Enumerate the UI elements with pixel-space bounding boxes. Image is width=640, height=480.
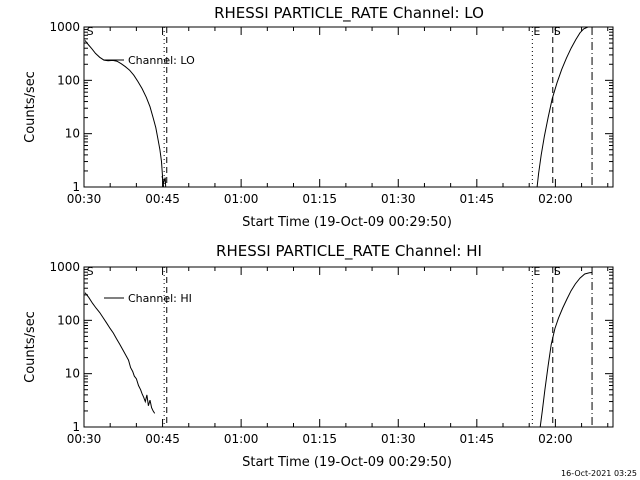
series-line-lo-0-1 bbox=[161, 175, 167, 188]
y-tick-label-lo: 10 bbox=[65, 127, 80, 141]
x-tick-label-lo: 01:45 bbox=[460, 192, 495, 206]
panel-hi: RHESSI PARTICLE_RATE Channel: HI Start T… bbox=[23, 242, 614, 470]
legend-label-hi: Channel: HI bbox=[128, 292, 192, 305]
panel-lo: RHESSI PARTICLE_RATE Channel: LO Start T… bbox=[23, 4, 614, 230]
y-tick-label-hi: 1000 bbox=[49, 260, 80, 274]
y-tick-label-lo: 1000 bbox=[49, 20, 80, 34]
marker-label-hi: S bbox=[554, 265, 561, 278]
y-axis-label-lo: Counts/sec bbox=[23, 71, 38, 143]
marker-label-hi: S bbox=[87, 265, 94, 278]
x-tick-label-lo: 01:30 bbox=[381, 192, 416, 206]
y-tick-label-hi: 1 bbox=[72, 420, 80, 434]
series-line-hi-1-0 bbox=[539, 272, 593, 428]
legend-label-lo: Channel: LO bbox=[128, 54, 195, 67]
chart-title-lo: RHESSI PARTICLE_RATE Channel: LO bbox=[214, 4, 484, 23]
x-tick-label-hi: 01:30 bbox=[381, 432, 416, 446]
x-tick-label-lo: 01:15 bbox=[302, 192, 337, 206]
x-tick-label-hi: 02:00 bbox=[538, 432, 573, 446]
legend-lo: Channel: LO bbox=[104, 54, 195, 67]
y-tick-label-hi: 10 bbox=[65, 367, 80, 381]
plot-frame-hi bbox=[83, 266, 614, 428]
timestamp: 16-Oct-2021 03:25 bbox=[561, 469, 637, 478]
chart-title-hi: RHESSI PARTICLE_RATE Channel: HI bbox=[216, 242, 482, 261]
series-line-lo-0-0 bbox=[84, 40, 165, 188]
x-tick-label-hi: 01:45 bbox=[460, 432, 495, 446]
x-tick-label-lo: 00:30 bbox=[67, 192, 102, 206]
y-tick-label-lo: 100 bbox=[57, 73, 80, 87]
x-axis-label-hi: Start Time (19-Oct-09 00:29:50) bbox=[242, 455, 452, 470]
x-tick-label-lo: 02:00 bbox=[538, 192, 573, 206]
marker-label-lo: S bbox=[87, 25, 94, 38]
series-line-lo-0-2 bbox=[536, 26, 592, 188]
series-line-hi-0-0 bbox=[84, 292, 156, 414]
x-tick-label-hi: 01:15 bbox=[302, 432, 337, 446]
y-tick-label-hi: 100 bbox=[57, 313, 80, 327]
x-tick-label-lo: 01:00 bbox=[224, 192, 259, 206]
legend-hi: Channel: HI bbox=[104, 292, 192, 305]
marker-label-lo: S bbox=[554, 25, 561, 38]
x-tick-label-hi: 00:30 bbox=[67, 432, 102, 446]
x-tick-label-hi: 01:00 bbox=[224, 432, 259, 446]
x-tick-label-lo: 00:45 bbox=[145, 192, 180, 206]
x-axis-label-lo: Start Time (19-Oct-09 00:29:50) bbox=[242, 215, 452, 230]
plot-frame-lo bbox=[83, 26, 614, 188]
marker-label-hi: E bbox=[533, 265, 540, 278]
y-axis-label-hi: Counts/sec bbox=[23, 311, 38, 383]
y-tick-label-lo: 1 bbox=[72, 180, 80, 194]
marker-label-lo: E bbox=[533, 25, 540, 38]
x-tick-label-hi: 00:45 bbox=[145, 432, 180, 446]
